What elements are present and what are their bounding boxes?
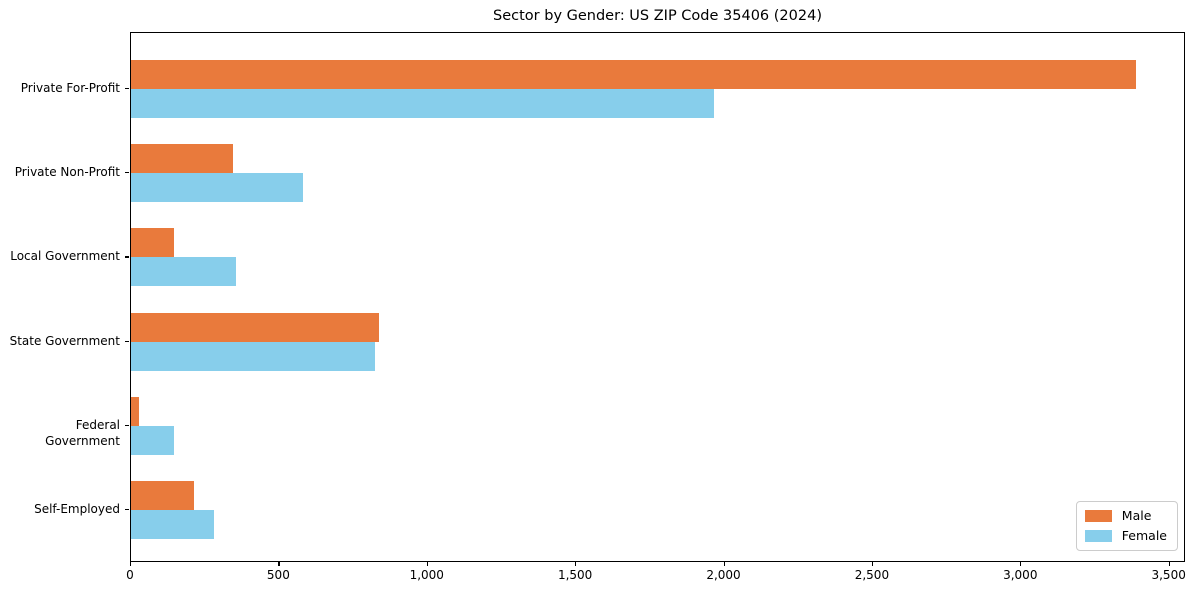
x-tick-label: 3,000 [1003,568,1038,582]
y-tick-label: Private Non-Profit [14,165,120,180]
y-tick-mark [125,424,129,426]
x-tick-label: 1,500 [557,568,593,582]
bar-male [131,396,139,426]
x-tick-mark [871,562,874,566]
y-tick-mark [125,172,129,174]
x-tick-mark [426,562,428,566]
x-tick-mark [723,562,725,566]
bar-female [131,257,237,287]
x-tick-mark [575,562,577,566]
legend-swatch-female [1084,530,1112,542]
y-tick-mark [125,340,129,342]
plot-area: Male Female [130,32,1185,562]
y-tick-label: Federal Government [45,417,120,448]
x-tick-mark [1168,562,1170,566]
x-tick-label: 2,500 [854,568,890,582]
legend-entry-male: Male [1084,508,1167,523]
legend-label: Female [1121,528,1167,543]
bar-male [131,60,1136,89]
x-tick-mark [278,562,280,566]
x-tick-mark [1020,562,1022,566]
bar-male [131,312,380,342]
y-tick-label: State Government [9,333,120,348]
legend-label: Male [1121,508,1152,523]
x-tick-label: 2,000 [706,568,741,582]
x-tick-label: 1,000 [409,568,444,582]
y-tick-mark [125,509,129,511]
legend-swatch-male [1084,510,1112,522]
bar-female [131,173,303,203]
y-tick-label: Local Government [10,249,120,264]
chart-title: Sector by Gender: US ZIP Code 35406 (202… [493,8,822,24]
bar-female [131,341,375,371]
bar-male [131,481,194,510]
x-tick-label: 500 [266,568,290,582]
y-tick-mark [125,256,129,258]
legend-entry-female: Female [1084,528,1167,543]
y-tick-mark [125,88,129,90]
y-tick-label: Private For-Profit [20,81,120,95]
y-tick-label: Self-Employed [34,502,120,516]
bar-female [131,510,215,539]
bar-female [131,425,175,455]
x-tick-mark [130,562,132,566]
bar-male [131,144,234,174]
legend: Male Female [1075,501,1178,551]
bar-female [131,89,714,118]
bar-male [131,228,175,258]
x-tick-label: 0 [126,568,134,582]
x-tick-label: 3,500 [1151,568,1186,582]
